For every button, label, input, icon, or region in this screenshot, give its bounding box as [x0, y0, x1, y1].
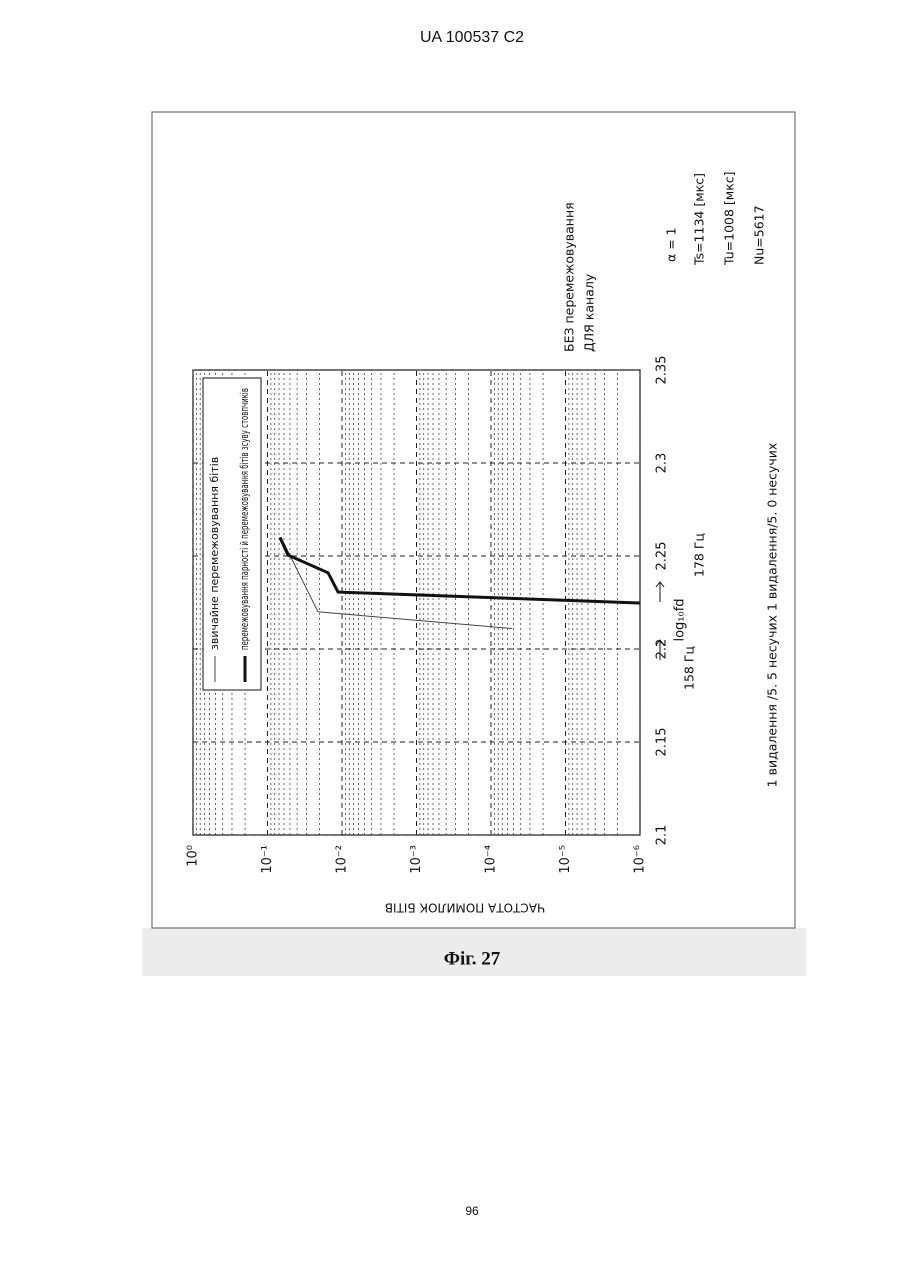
- annotation: Ts=1134 [мкс]: [692, 173, 707, 266]
- figure-caption: Фіг. 27: [444, 948, 501, 969]
- annotation: 178 Гц: [692, 533, 707, 577]
- y-axis-label: ЧАСТОТА ПОМИЛОК БІТІВ: [385, 901, 545, 915]
- page-number: 96: [465, 1204, 479, 1218]
- x-tick-label: 2.25: [655, 542, 670, 571]
- y-tick-label: 10⁻⁵: [558, 845, 573, 874]
- y-tick-label: 10⁻²: [335, 845, 350, 874]
- annotation: БЕЗ перемежовування: [562, 202, 577, 352]
- y-tick-label: 10⁻¹: [260, 845, 275, 874]
- rotated-chart: 10⁰10⁻¹10⁻²10⁻³10⁻⁴10⁻⁵10⁻⁶2.12.152.22.2…: [186, 171, 780, 914]
- annotation: 158 Гц: [682, 646, 697, 690]
- series-line: [280, 537, 640, 603]
- x-tick-label: 2.1: [655, 825, 670, 846]
- x-tick-label: 2.15: [655, 728, 670, 757]
- header: UA 100537 C2: [420, 29, 524, 46]
- legend-label: звичайне перемежовування бітів: [208, 457, 221, 650]
- x-axis-label: log₁₀fd: [673, 598, 688, 641]
- annotation: 1 видалення /5. 5 несучих 1 видалення/5.…: [765, 443, 780, 788]
- y-tick-label: 10⁻⁶: [633, 845, 648, 874]
- y-tick-label: 10⁻³: [409, 845, 424, 874]
- annotation: Nu=5617: [752, 205, 767, 265]
- y-tick-label: 10⁻⁴: [484, 845, 499, 874]
- series-line: [282, 539, 512, 628]
- page: UA 100537 C2 Фіг. 27 96 10⁰ 10⁻¹ 10⁻² 10⁻³ 1…: [0, 0, 901, 1273]
- x-tick-label: 2.35: [655, 356, 670, 385]
- annotation: α = 1: [664, 227, 679, 262]
- arrow: [656, 582, 664, 602]
- legend-label: перемежовування парності й перемежовуван…: [238, 388, 251, 650]
- y-tick-label: 10⁰: [186, 845, 201, 867]
- annotation: ДЛЯ каналу: [582, 273, 597, 352]
- x-tick-label: 2.3: [655, 453, 670, 474]
- annotation: Tu=1008 [мкс]: [722, 171, 737, 266]
